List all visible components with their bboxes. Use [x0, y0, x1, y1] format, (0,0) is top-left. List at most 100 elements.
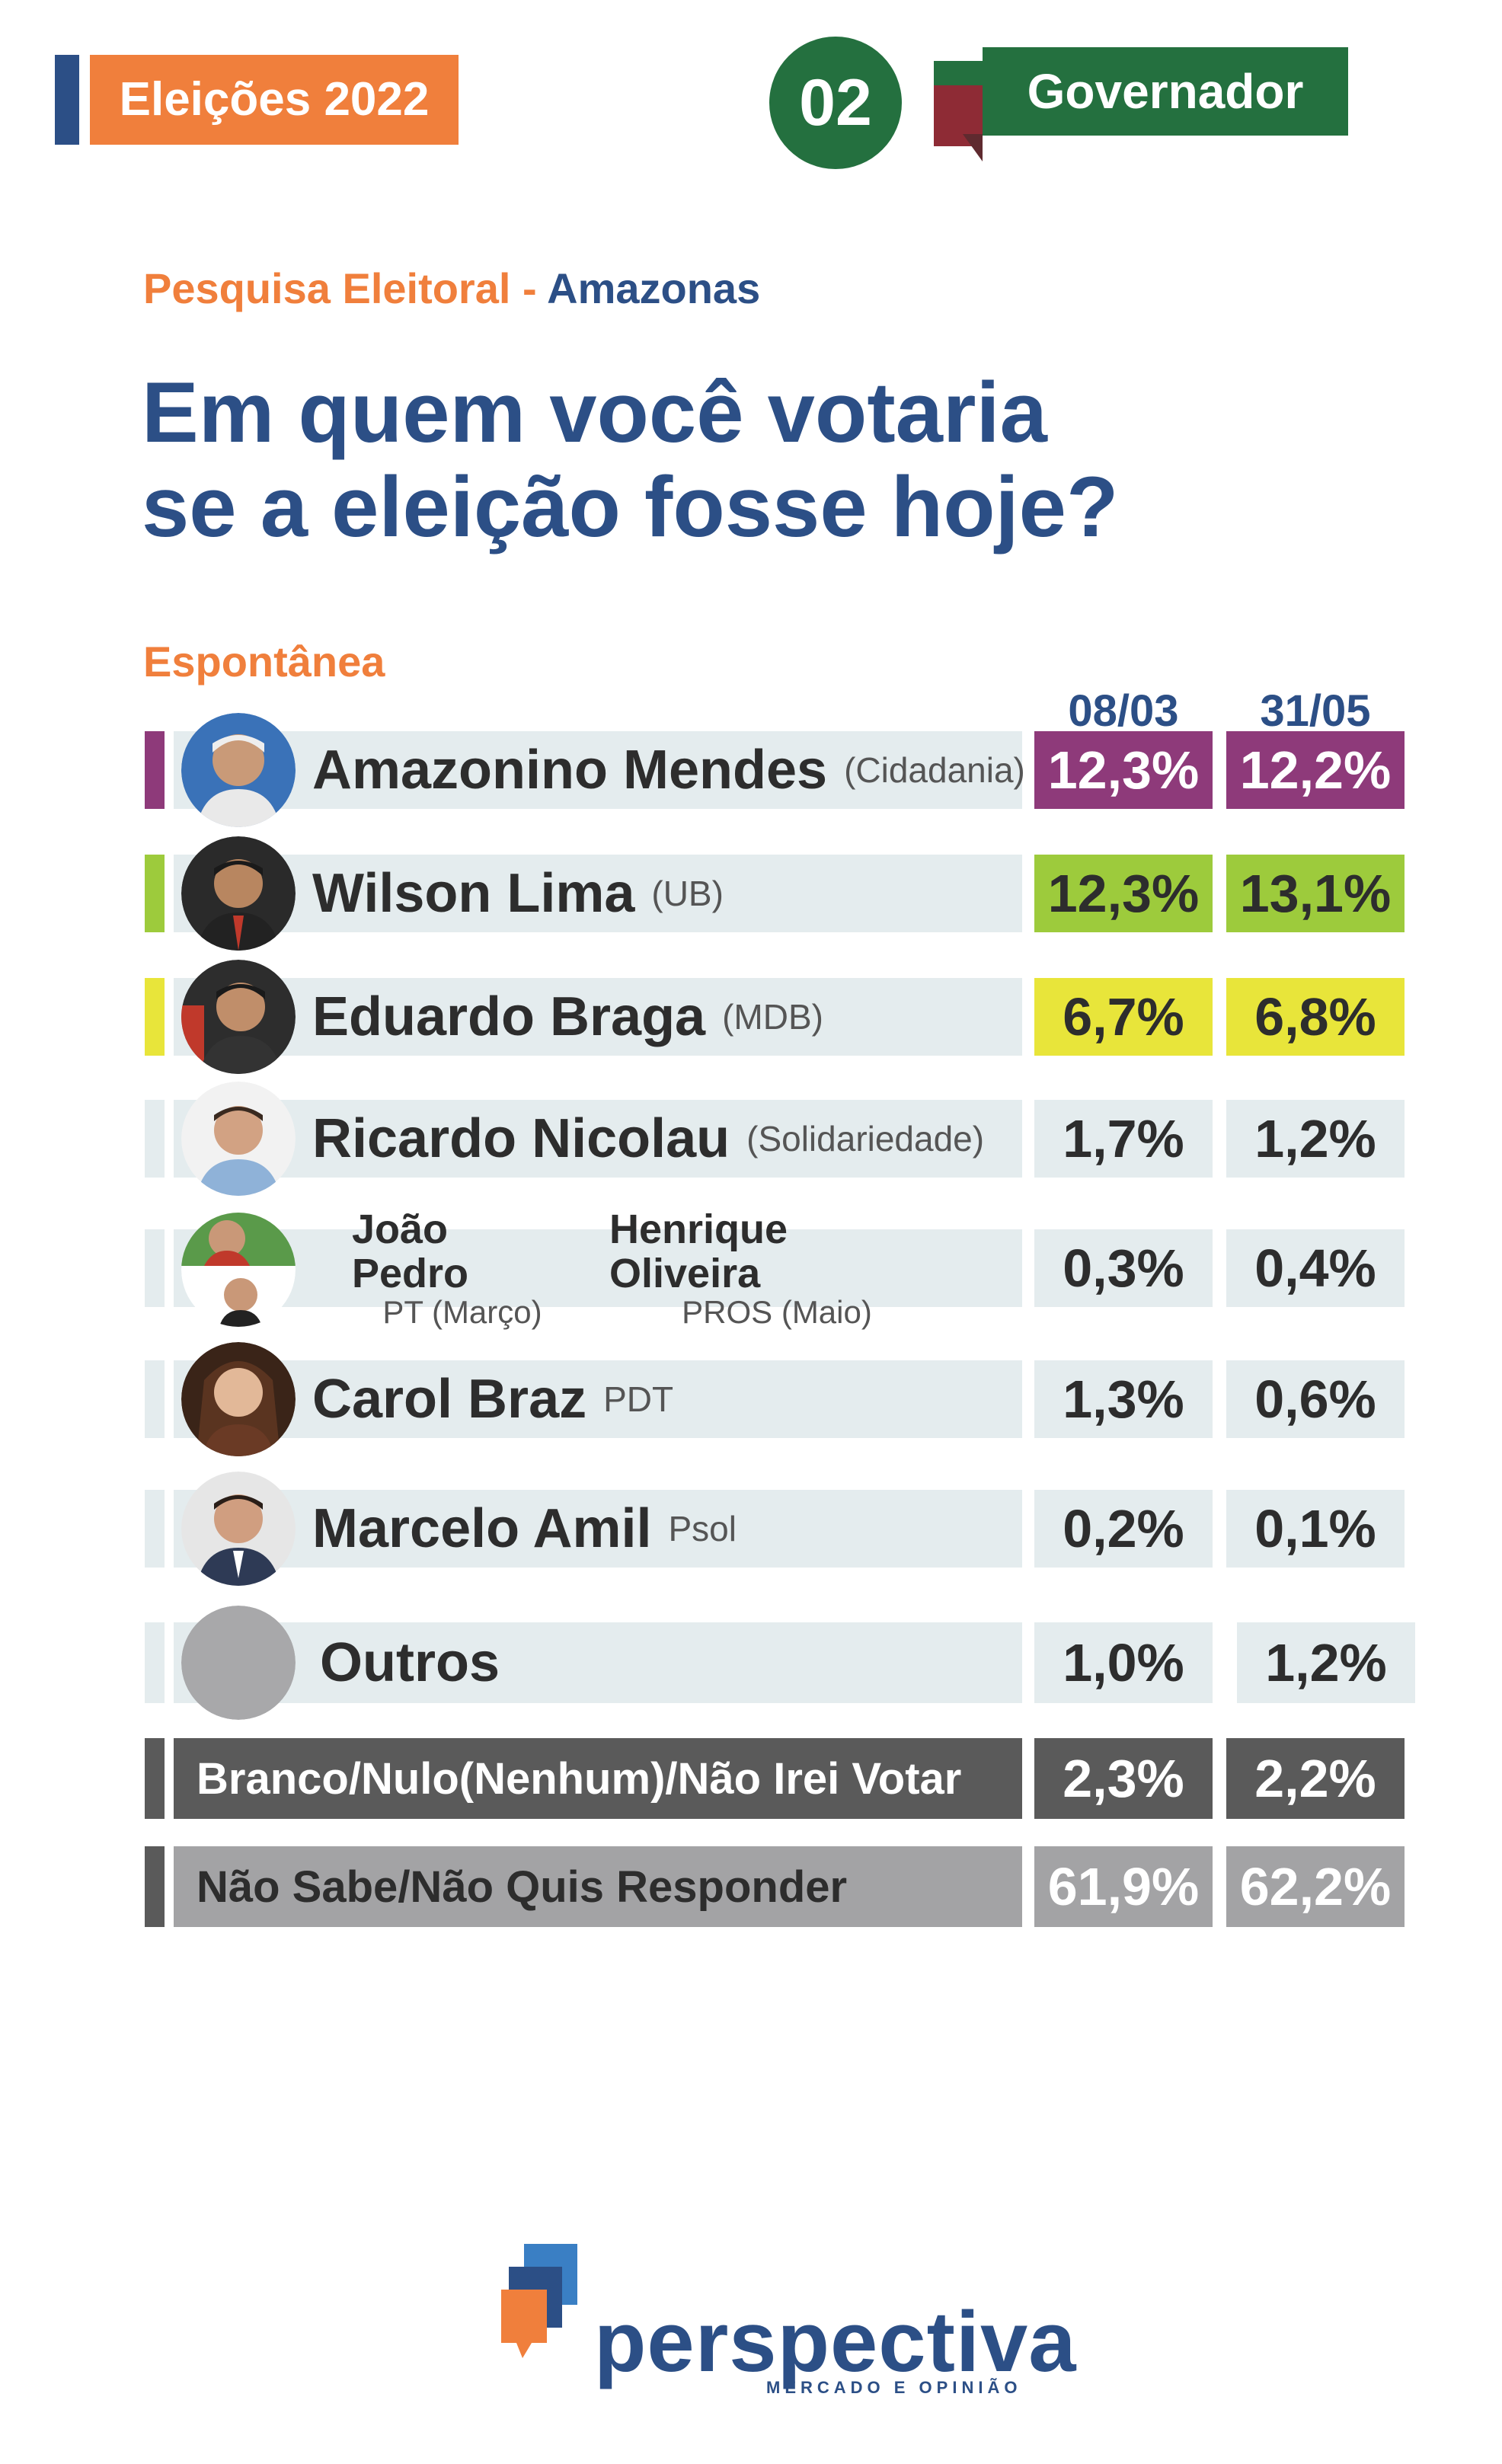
- value-date-2: 13,1%: [1226, 855, 1405, 932]
- row-name-box: [174, 731, 1022, 809]
- candidate-party: Psol: [668, 1509, 737, 1548]
- others-placeholder-avatar: [181, 1606, 296, 1720]
- column-header-date-2: 31/05: [1260, 686, 1371, 736]
- value-date-2: 1,2%: [1237, 1622, 1415, 1703]
- table-row: João Pedro PT (Março) Henrique Oliveira …: [0, 1207, 1502, 1329]
- value-date-2: 1,2%: [1226, 1100, 1405, 1178]
- table-row: Eduardo Braga (MDB) 6,7% 6,8%: [0, 960, 1502, 1074]
- value-date-1: 0,3%: [1034, 1229, 1213, 1307]
- row-name-box: [174, 1100, 1022, 1178]
- row-accent: [145, 1846, 165, 1927]
- row-accent: [145, 1622, 165, 1703]
- office-label: Governador: [983, 47, 1348, 136]
- flag-ribbon-fold: [963, 134, 983, 161]
- candidate-photo-avatar: [181, 836, 296, 951]
- row-name-box: [174, 1229, 1022, 1307]
- candidate-name: Carol Braz PDT: [312, 1360, 673, 1438]
- candidate-name-text: João Pedro: [352, 1206, 469, 1296]
- candidate-photo-avatar: [181, 1213, 296, 1327]
- candidate-name-text-2: Henrique Oliveira: [609, 1206, 788, 1296]
- value-date-1: 12,3%: [1034, 855, 1213, 932]
- page-number-badge: 02: [769, 37, 902, 169]
- candidate-photo-avatar: [181, 1342, 296, 1456]
- row-name-box: [174, 855, 1022, 932]
- value-date-1: 1,0%: [1034, 1622, 1213, 1703]
- survey-subtitle-state: Amazonas: [547, 264, 761, 312]
- candidate-party-2: PROS (Maio): [682, 1294, 872, 1330]
- row-name-box: [174, 978, 1022, 1056]
- table-row: Branco/Nulo(Nenhum)/Não Irei Votar 2,3% …: [0, 1738, 1502, 1819]
- question-line-2: se a eleição fosse hoje?: [142, 459, 1119, 554]
- value-date-2: 0,1%: [1226, 1490, 1405, 1568]
- row-accent: [145, 1490, 165, 1568]
- row-accent: [145, 1100, 165, 1178]
- candidate-party: (UB): [651, 874, 724, 913]
- value-date-2: 2,2%: [1226, 1738, 1405, 1819]
- page-title: Em quem você votaria se a eleição fosse …: [142, 366, 1118, 554]
- candidate-name: Outros: [320, 1622, 500, 1703]
- row-accent: [145, 1360, 165, 1438]
- value-date-1: 12,3%: [1034, 731, 1213, 809]
- value-date-1: 61,9%: [1034, 1846, 1213, 1927]
- value-date-1: 1,3%: [1034, 1360, 1213, 1438]
- table-row: Wilson Lima (UB) 12,3% 13,1%: [0, 836, 1502, 951]
- candidate-name-text: Wilson Lima: [312, 863, 635, 924]
- row-accent: [145, 731, 165, 809]
- row-name-box: [174, 1360, 1022, 1438]
- candidate-party: (Solidariedade): [746, 1119, 985, 1158]
- survey-subtitle-type: Pesquisa Eleitoral: [143, 264, 511, 312]
- candidate-party: PT (Março): [382, 1294, 542, 1330]
- value-date-1: 1,7%: [1034, 1100, 1213, 1178]
- row-name-box: [174, 1622, 1022, 1703]
- value-date-2: 0,6%: [1226, 1360, 1405, 1438]
- candidate-name: Ricardo Nicolau (Solidariedade): [312, 1100, 984, 1178]
- value-date-1: 2,3%: [1034, 1738, 1213, 1819]
- candidate-photo-avatar: [181, 713, 296, 827]
- row-accent: [145, 1229, 165, 1307]
- candidate-name-text: Marcelo Amil: [312, 1498, 652, 1559]
- value-date-2: 62,2%: [1226, 1846, 1405, 1927]
- candidate-name-text: Ricardo Nicolau: [312, 1108, 730, 1169]
- table-row: Marcelo Amil Psol 0,2% 0,1%: [0, 1472, 1502, 1586]
- value-date-2: 6,8%: [1226, 978, 1405, 1056]
- candidate-name: Marcelo Amil Psol: [312, 1490, 737, 1568]
- section-label: Espontânea: [143, 638, 385, 686]
- candidate-name-text: Eduardo Braga: [312, 986, 706, 1047]
- row-label: Não Sabe/Não Quis Responder: [174, 1846, 1022, 1927]
- candidate-pair-1: João Pedro PT (Março): [352, 1207, 573, 1329]
- candidate-party: PDT: [603, 1379, 674, 1419]
- value-date-1: 0,2%: [1034, 1490, 1213, 1568]
- table-row: Outros 1,0% 1,2%: [0, 1606, 1502, 1720]
- value-date-2: 12,2%: [1226, 731, 1405, 809]
- candidate-photo-avatar: [181, 1472, 296, 1586]
- table-row: Carol Braz PDT 1,3% 0,6%: [0, 1342, 1502, 1456]
- table-row: Não Sabe/Não Quis Responder 61,9% 62,2%: [0, 1846, 1502, 1927]
- survey-subtitle-separator: -: [510, 264, 548, 312]
- column-header-date-1: 08/03: [1068, 686, 1179, 736]
- candidate-photo-avatar: [181, 1082, 296, 1196]
- candidate-name: Wilson Lima (UB): [312, 855, 724, 932]
- row-accent: [145, 1738, 165, 1819]
- survey-subtitle: Pesquisa Eleitoral - Amazonas: [143, 264, 760, 313]
- perspectiva-logo-tagline: MERCADO E OPINIÃO: [766, 2378, 1022, 2397]
- candidate-name-text: Amazonino Mendes: [312, 740, 828, 801]
- candidate-name-text: Outros: [320, 1632, 500, 1693]
- candidate-name-text: Carol Braz: [312, 1369, 587, 1430]
- election-tag: Eleições 2022: [90, 55, 459, 145]
- candidate-name: Eduardo Braga (MDB): [312, 978, 823, 1056]
- value-date-2: 0,4%: [1226, 1229, 1405, 1307]
- row-accent: [145, 855, 165, 932]
- row-label: Branco/Nulo(Nenhum)/Não Irei Votar: [174, 1738, 1022, 1819]
- perspectiva-logo-text: perspectiva: [594, 2294, 1077, 2389]
- row-accent: [145, 978, 165, 1056]
- candidate-name: Amazonino Mendes (Cidadania): [312, 731, 1025, 809]
- candidate-party: (Cidadania): [844, 750, 1025, 790]
- table-row: Ricardo Nicolau (Solidariedade) 1,7% 1,2…: [0, 1082, 1502, 1196]
- candidate-photo-avatar: [181, 960, 296, 1074]
- table-row: Amazonino Mendes (Cidadania) 12,3% 12,2%: [0, 713, 1502, 827]
- candidate-pair-2: Henrique Oliveira PROS (Maio): [609, 1207, 944, 1329]
- perspectiva-logo-icon: [501, 2244, 583, 2358]
- value-date-1: 6,7%: [1034, 978, 1213, 1056]
- question-line-1: Em quem você votaria: [142, 365, 1047, 460]
- row-name-box: [174, 1490, 1022, 1568]
